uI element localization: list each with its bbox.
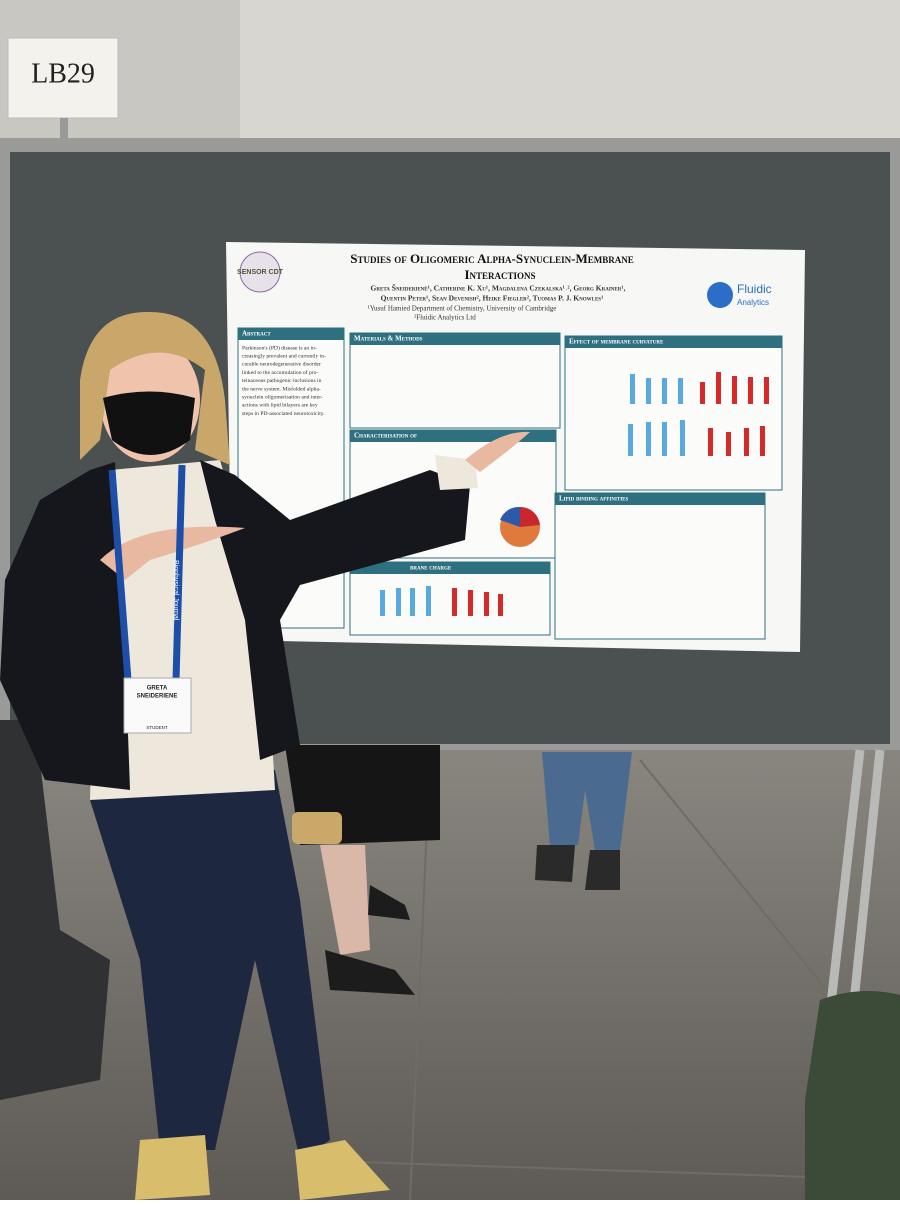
person: Biophysical Journal GRETA SNEIDERIENE ST… [0, 311, 530, 1200]
back-wall [240, 0, 900, 150]
logo-right-1: Fluidic [737, 282, 772, 296]
hand-right [465, 431, 530, 472]
sign-card [7, 37, 119, 119]
cuff [435, 455, 478, 490]
abstract-line: synuclein oligomerisation and inter- [242, 394, 323, 400]
poster-title-1: Studies of Oligomeric Alpha-Synuclein-Me… [350, 251, 633, 266]
poster-title-2: Interactions [464, 267, 535, 282]
poster-tube [292, 812, 342, 844]
badge-name: GRETA [147, 686, 168, 692]
curvature-panel [564, 335, 783, 491]
pie-graphic [520, 506, 540, 527]
legs [320, 845, 370, 955]
section-bar [555, 493, 765, 505]
poster-affiliation-1: ¹Yusuf Hamied Department of Chemistry, U… [368, 305, 557, 313]
backpack [805, 991, 900, 1200]
blue-bars [380, 374, 685, 616]
abstract-line: the nerve system. Misfolded alpha- [242, 385, 321, 392]
section-title: Lipid binding affinities [559, 495, 629, 503]
abstract-line: teinaceous pathogenic inclusions in [242, 378, 322, 384]
sign-post [60, 118, 68, 143]
lipid-panel [554, 492, 766, 640]
section-bar [238, 328, 344, 340]
section-bar [350, 562, 550, 574]
chair [0, 720, 110, 1100]
badge-name: SNEIDERIENE [137, 694, 178, 700]
jeans [90, 770, 330, 1160]
hair [80, 311, 230, 465]
section-bar [350, 333, 560, 345]
shoe [325, 950, 415, 995]
abstract-line: curable neurodegenerative disorder [242, 362, 321, 368]
lanyard [108, 464, 186, 681]
shoes-bg [535, 845, 620, 890]
abstract-line: linked to the accumulation of pro- [242, 369, 318, 376]
jacket-right [200, 460, 470, 760]
poster-authors-1: Greta Šneiderienė¹, Catherine K. Xu¹, Ma… [371, 283, 626, 293]
logo-left: SENSOR CDT [237, 269, 284, 276]
poster: SENSOR CDT Fluidic Analytics Studies of … [226, 242, 805, 652]
section-title: Characterisation of [354, 432, 417, 440]
section-title: Materials & Methods [354, 335, 423, 343]
section-bar [565, 336, 782, 348]
section-title: Effect of membrane curvature [569, 338, 664, 346]
badge [123, 677, 192, 734]
section-title: Abstract [242, 330, 271, 338]
jeans-bg [542, 752, 632, 850]
methods-panel [349, 332, 561, 429]
poster-affiliation-2: ²Fluidic Analytics Ltd [414, 314, 476, 322]
section-title: brane charge [410, 564, 452, 572]
logo-right-2: Analytics [737, 298, 769, 307]
lanyard-text: Biophysical Journal [172, 560, 179, 621]
abstract-line: steps in PD-associated neurotoxicity. [242, 411, 325, 417]
hand-left [100, 526, 245, 580]
shoe [368, 885, 410, 920]
abstract-text: Parkinson's (PD) disease is an in-creasi… [242, 344, 326, 417]
shoes [135, 1135, 390, 1200]
jacket-left [0, 462, 130, 790]
abstract-line: Parkinson's (PD) disease is an in- [242, 344, 317, 351]
badge-role: STUDENT [146, 725, 168, 730]
mask [103, 391, 195, 455]
abstract-line: creasingly prevalent and currently in- [242, 353, 326, 359]
logo-right-icon [707, 282, 733, 308]
abstract-line: actions with lipid bilayers are key [242, 403, 318, 409]
pie-graphic [500, 506, 520, 527]
red-bars [452, 372, 769, 616]
poster-authors-2: Quentin Peter¹, Sean Devenish², Heike Fi… [381, 294, 604, 303]
logo-left-badge [239, 251, 281, 293]
sign-label: LB29 [31, 58, 95, 89]
